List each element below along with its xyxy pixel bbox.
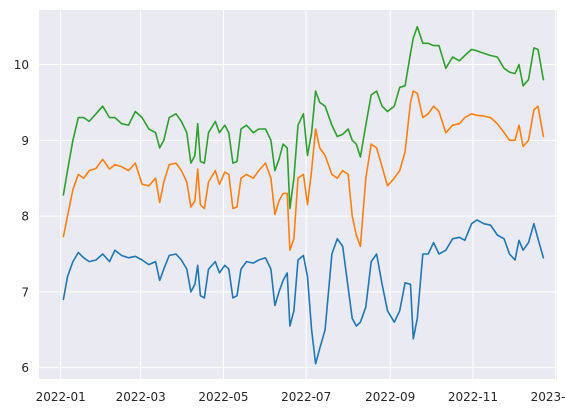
x-tick-label: 2022-03 (116, 390, 166, 404)
x-tick-label: 2022-11 (448, 390, 498, 404)
y-tick-label: 7 (21, 285, 29, 299)
x-tick-label: 2022-01 (36, 390, 86, 404)
y-tick-label: 8 (21, 210, 29, 224)
plot-background (39, 10, 557, 379)
x-axis-ticks: 2022-01 2022-03 2022-05 2022-07 2022-09 2022-… (36, 390, 566, 404)
x-tick-label: 2022-09 (365, 390, 415, 404)
y-tick-label: 10 (14, 58, 29, 72)
y-tick-label: 9 (21, 134, 29, 148)
x-tick-label: 2022-05 (198, 390, 248, 404)
y-tick-label: 6 (21, 361, 29, 375)
x-tick-label: 2023-01 (531, 390, 566, 404)
y-axis-ticks: 6 7 8 9 10 (14, 58, 29, 375)
x-tick-label: 2022-07 (281, 390, 331, 404)
